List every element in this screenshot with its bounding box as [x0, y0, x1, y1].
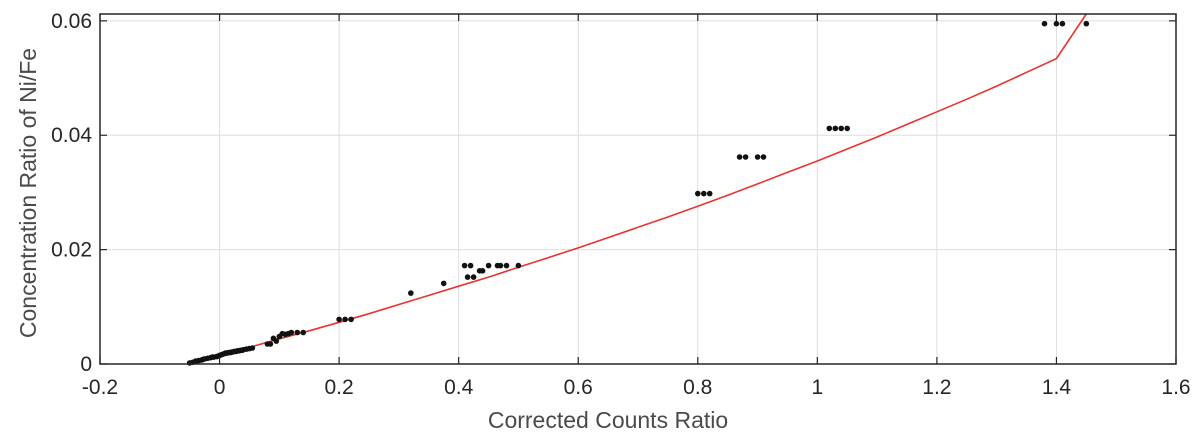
- data-point: [844, 125, 850, 132]
- data-point: [440, 280, 447, 287]
- x-tick-label: 1: [811, 376, 823, 399]
- data-point: [249, 345, 256, 351]
- x-tick-label: -0.2: [82, 376, 118, 399]
- x-tick-label: 0.6: [564, 376, 593, 399]
- data-point: [706, 190, 713, 197]
- data-point: [503, 262, 510, 269]
- data-point: [832, 125, 839, 132]
- x-tick-label: 1.4: [1042, 376, 1072, 399]
- data-point: [336, 316, 342, 323]
- data-point: [464, 274, 471, 280]
- grid-lines: [100, 14, 1176, 364]
- data-point: [485, 262, 492, 269]
- data-point: [1083, 20, 1090, 27]
- data-point: [1053, 20, 1060, 27]
- data-point: [467, 262, 474, 269]
- fit-curve: [189, 13, 1087, 365]
- data-point: [742, 154, 749, 160]
- data-point: [736, 154, 743, 160]
- axis-ticks: -0.2 0 0.2 0.4 0.6 0.8 1 1.2 1.4 1.600.020.040.06: [51, 10, 1190, 399]
- data-point: [300, 329, 307, 336]
- data-point: [497, 262, 504, 269]
- y-tick-label: 0: [80, 353, 92, 376]
- data-point: [479, 268, 486, 274]
- x-tick-label: 0.8: [683, 376, 712, 399]
- data-point: [838, 125, 844, 132]
- data-point: [470, 274, 477, 280]
- y-tick-label: 0.06: [51, 10, 92, 33]
- data-point: [1041, 20, 1048, 27]
- x-tick-label: 0: [214, 376, 226, 399]
- data-point: [760, 154, 767, 160]
- x-tick-label: 1.2: [922, 376, 951, 399]
- data-point: [348, 316, 354, 323]
- data-point: [701, 190, 707, 197]
- y-tick-label: 0.02: [51, 239, 92, 262]
- y-tick-label: 0.04: [51, 124, 92, 147]
- plot-frame: [99, 13, 1177, 365]
- data-point: [279, 330, 286, 337]
- data-point: [294, 329, 301, 336]
- data-point: [695, 190, 701, 197]
- x-tick-label: 0.4: [444, 376, 474, 399]
- x-tick-label: 1.6: [1161, 376, 1190, 399]
- x-axis-label: Corrected Counts Ratio: [488, 407, 728, 433]
- x-tick-label: 0.2: [325, 376, 354, 399]
- data-point: [408, 290, 414, 296]
- y-axis-label: Concentration Ratio of Ni/Fe: [15, 48, 41, 338]
- chart-series: [186, 13, 1090, 366]
- data-point: [461, 262, 468, 269]
- data-point: [826, 125, 833, 132]
- data-point: [285, 330, 292, 337]
- data-point: [267, 341, 274, 347]
- data-point: [754, 154, 761, 160]
- data-point: [342, 316, 348, 323]
- data-point: [273, 338, 280, 344]
- data-point: [515, 262, 522, 269]
- data-point: [1059, 20, 1066, 27]
